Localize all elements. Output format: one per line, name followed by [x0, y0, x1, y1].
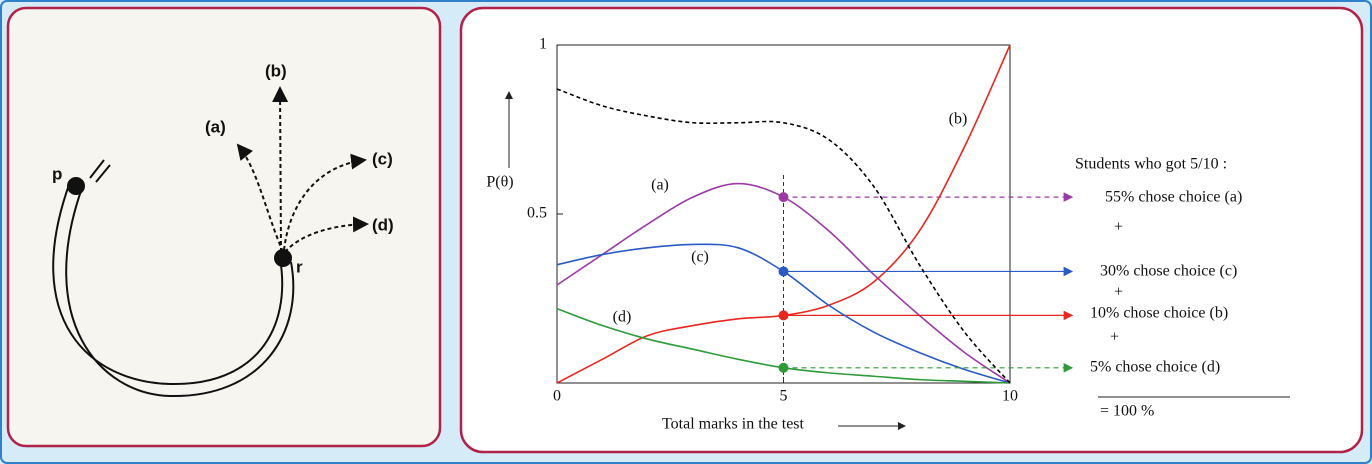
diagram-label: (a): [205, 117, 226, 136]
curve-label: (a): [651, 177, 669, 194]
annotation: +: [1114, 219, 1123, 236]
diagram-label: (c): [372, 149, 393, 168]
annotation: 10% chose choice (b): [1090, 305, 1228, 322]
annotation: 55% chose choice (a): [1105, 189, 1242, 206]
annotation: = 100 %: [1100, 403, 1154, 420]
curve-label: (b): [949, 111, 968, 128]
x-tick-label: 5: [780, 388, 788, 405]
curve-label: (d): [613, 309, 632, 326]
y-axis-label: P(θ): [486, 174, 513, 191]
annotation: +: [1114, 284, 1123, 301]
point-r: [275, 250, 291, 266]
x-tick-label: 10: [1002, 388, 1018, 405]
point: [779, 192, 789, 202]
point: [779, 266, 789, 276]
x-axis-label: Total marks in the test: [662, 416, 805, 433]
annotation: 5% chose choice (d): [1090, 359, 1220, 376]
x-tick-label: 0: [553, 388, 561, 405]
y-tick-label: 0.5: [527, 205, 547, 222]
curve-label: (c): [691, 249, 709, 266]
figure: p r (a) (b) (c) (d) 0 5 10 0.5 1 Total marks …: [0, 0, 1372, 464]
diagram-label: (b): [265, 61, 287, 80]
diagram-label: p: [52, 164, 62, 183]
chart-panel: [461, 8, 1362, 452]
annotation: 30% chose choice (c): [1100, 263, 1237, 280]
point-p: [68, 178, 84, 194]
point: [779, 363, 789, 373]
y-tick-label: 1: [539, 36, 547, 53]
diagram-label: (d): [372, 215, 394, 234]
annotation: +: [1110, 329, 1119, 346]
annotation: Students who got 5/10 :: [1075, 156, 1227, 173]
point: [779, 310, 789, 320]
diagram-label: r: [296, 257, 303, 276]
